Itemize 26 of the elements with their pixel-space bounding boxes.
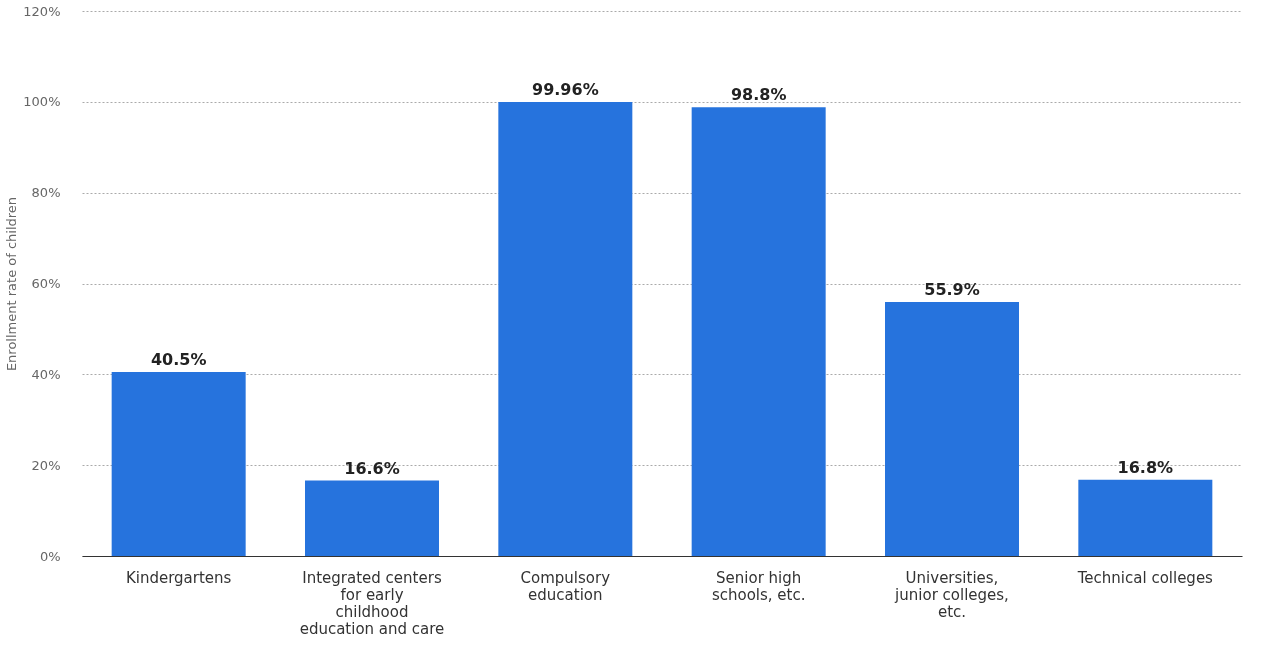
bar: [498, 102, 633, 556]
x-tick-label: Integrated centers for early childhood education and care: [299, 568, 445, 638]
bar: [305, 480, 439, 556]
y-tick-label: 40%: [31, 366, 61, 382]
data-label: 55.9%: [924, 280, 980, 300]
data-label: 40.5%: [150, 350, 207, 370]
y-tick-label: 60%: [31, 276, 61, 291]
bar: [885, 302, 1019, 556]
data-label: 99.96%: [532, 80, 599, 100]
bar: [691, 107, 826, 556]
bar: [1078, 479, 1213, 556]
data-label: 16.8%: [1117, 457, 1174, 477]
y-tick-label: 120%: [23, 3, 61, 19]
y-axis-title: Enrollment rate of children: [4, 196, 20, 372]
bar: [111, 372, 246, 556]
x-tick-label: Technical colleges: [1076, 568, 1214, 587]
y-tick-label: 100%: [23, 94, 61, 110]
data-label: 16.6%: [344, 458, 400, 478]
y-tick-label: 20%: [31, 457, 61, 473]
y-tick-label: 0%: [39, 548, 61, 564]
x-tick-label: Kindergartens: [125, 568, 232, 587]
y-tick-label: 80%: [31, 185, 61, 201]
x-tick-label: Compulsory education: [520, 568, 611, 604]
x-tick-label: Senior high schools, etc.: [711, 568, 806, 604]
x-tick-label: Universities, junior colleges, etc.: [894, 568, 1009, 621]
data-label: 98.8%: [730, 85, 787, 105]
